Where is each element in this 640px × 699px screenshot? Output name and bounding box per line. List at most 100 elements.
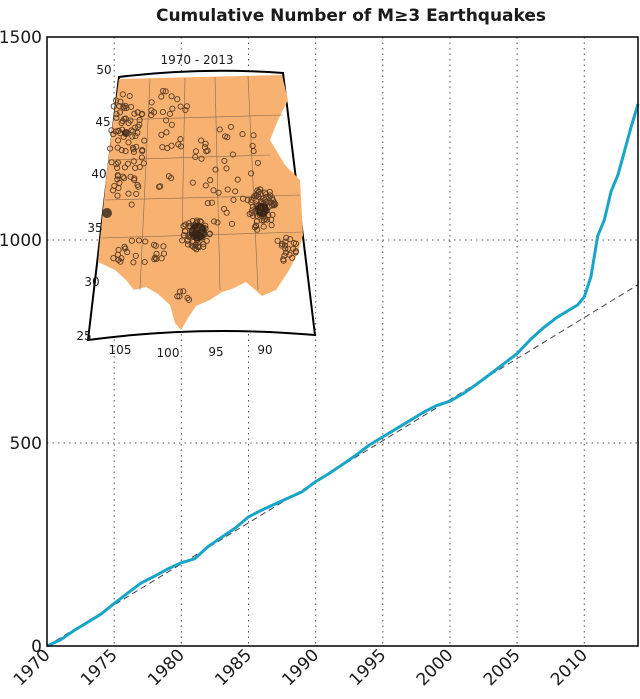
earthquake-marker <box>121 164 128 171</box>
earthquake-marker <box>248 170 255 177</box>
earthquake-marker <box>107 145 114 152</box>
plot-frame <box>46 36 639 647</box>
earthquake-marker <box>127 103 135 110</box>
inset-lat-label: 45 <box>95 115 110 129</box>
earthquake-marker <box>113 111 120 118</box>
earthquake-cluster <box>122 129 130 137</box>
earthquake-marker <box>134 129 141 136</box>
earthquake-marker <box>289 254 296 261</box>
earthquake-marker <box>110 255 117 262</box>
inset-lon-label: 90 <box>257 343 272 357</box>
earthquake-marker <box>152 242 159 249</box>
earthquake-marker <box>224 186 231 193</box>
earthquake-marker <box>153 255 160 263</box>
earthquake-marker <box>250 148 257 155</box>
earthquake-marker <box>177 143 184 150</box>
inset-latitude-labels: 50 45 40 35 30 25 <box>76 63 111 343</box>
earthquake-marker <box>109 187 117 194</box>
earthquake-marker <box>260 217 267 224</box>
earthquake-marker <box>271 199 278 206</box>
earthquake-marker <box>244 197 251 204</box>
cumulative-series-line <box>46 103 640 648</box>
earthquake-marker <box>257 191 264 198</box>
earthquake-marker <box>139 148 146 155</box>
earthquake-marker <box>263 216 271 223</box>
earthquake-marker <box>129 133 136 140</box>
earthquake-marker <box>216 126 223 133</box>
earthquake-marker <box>116 109 124 116</box>
earthquake-marker <box>115 137 122 144</box>
earthquake-marker <box>290 245 297 252</box>
earthquake-marker <box>203 237 210 245</box>
earthquake-marker <box>182 106 189 114</box>
earthquake-marker <box>166 110 173 118</box>
x-tick-label: 1995 <box>346 645 391 690</box>
x-tick-label: 1975 <box>77 645 122 690</box>
earthquake-marker <box>185 296 193 303</box>
x-tick-label: 1980 <box>144 645 189 690</box>
earthquake-marker <box>169 105 176 112</box>
earthquake-marker <box>133 143 140 150</box>
earthquake-marker <box>230 196 237 203</box>
earthquake-marker <box>211 218 218 225</box>
earthquake-marker <box>135 237 143 244</box>
earthquake-marker <box>158 93 165 100</box>
earthquake-marker <box>140 160 147 167</box>
earthquake-marker <box>163 129 170 136</box>
earthquake-marker <box>194 243 201 250</box>
earthquake-marker <box>168 121 175 128</box>
earthquake-marker <box>250 132 257 139</box>
earthquake-marker <box>115 127 122 134</box>
y-tick-label: 1000 <box>0 231 42 251</box>
earthquake-marker <box>113 114 120 121</box>
earthquake-marker <box>114 173 122 180</box>
earthquake-marker <box>182 228 189 235</box>
earthquake-marker <box>125 139 132 146</box>
earthquake-marker <box>135 123 142 130</box>
earthquake-marker <box>254 187 261 194</box>
earthquake-marker <box>124 160 131 167</box>
earthquake-marker <box>165 173 172 180</box>
earthquake-marker <box>185 220 192 227</box>
earthquake-marker <box>108 159 115 166</box>
earthquake-marker <box>168 93 175 100</box>
earthquake-marker <box>221 157 228 164</box>
earthquake-marker <box>282 245 289 252</box>
earthquake-marker <box>176 293 183 300</box>
earthquake-marker <box>278 242 285 249</box>
earthquake-marker <box>202 182 209 189</box>
trend-line <box>46 284 639 647</box>
inset-lat-label: 40 <box>91 167 106 181</box>
earthquake-marker <box>183 103 190 110</box>
x-tick-label: 1990 <box>278 645 323 690</box>
grid <box>47 37 638 646</box>
earthquake-marker <box>128 201 135 208</box>
earthquake-marker <box>177 103 184 110</box>
earthquake-marker <box>160 250 168 257</box>
x-tick-label: 2010 <box>547 645 592 690</box>
earthquake-marker <box>113 97 120 104</box>
earthquake-marker <box>122 148 129 155</box>
earthquake-marker <box>260 223 267 230</box>
inset-lat-label: 35 <box>87 221 102 235</box>
earthquake-marker <box>224 134 231 141</box>
earthquake-marker <box>267 192 274 199</box>
x-axis: 1970 1975 1980 1985 1990 1995 2000 2005 2010 <box>10 645 592 690</box>
earthquake-cluster <box>189 223 207 241</box>
earthquake-marker <box>239 131 246 138</box>
y-tick-label: 500 <box>10 434 42 454</box>
earthquake-marker <box>229 151 236 158</box>
inset-lon-label: 105 <box>109 343 132 357</box>
earthquake-marker <box>116 179 123 186</box>
earthquake-marker <box>201 144 208 151</box>
earthquake-marker <box>203 148 210 155</box>
earthquake-marker <box>117 258 124 265</box>
x-tick-label: 2000 <box>413 645 458 690</box>
earthquake-marker <box>179 237 186 244</box>
earthquake-marker <box>202 140 209 147</box>
earthquake-marker <box>214 219 221 226</box>
earthquake-marker <box>177 136 184 143</box>
earthquake-marker <box>254 226 261 233</box>
earthquake-marker <box>119 91 126 98</box>
